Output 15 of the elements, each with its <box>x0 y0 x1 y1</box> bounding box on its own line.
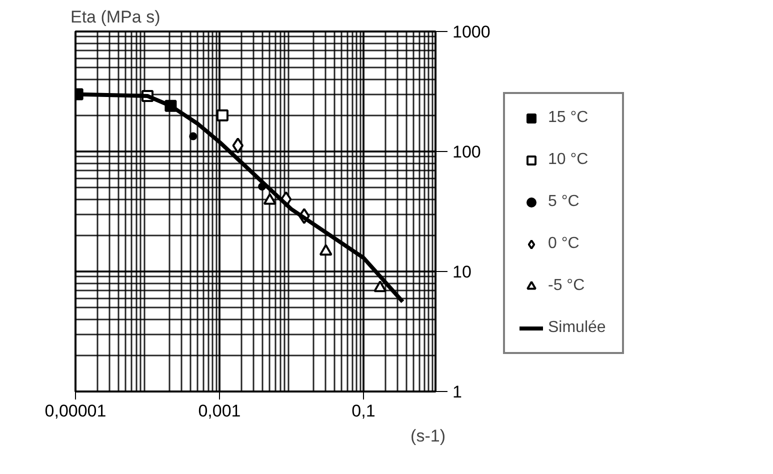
y-tick-label: 1000 <box>452 22 490 42</box>
x-tick-label: 0,00001 <box>44 402 106 420</box>
legend-label: 0 °C <box>548 235 580 253</box>
legend-label: 5 °C <box>548 193 580 211</box>
y-tick-label: 10 <box>452 262 472 282</box>
y-tick-label: 100 <box>452 142 481 162</box>
legend-label: 15 °C <box>548 109 590 127</box>
y-tick-label: 1 <box>452 382 462 402</box>
legend-label: Simulée <box>548 319 607 337</box>
x-tick-label: 0,001 <box>198 402 241 420</box>
x-tick-label: 0,1 <box>352 402 376 420</box>
x-axis-title: (s-1) <box>410 426 446 446</box>
y-axis-title: Eta (MPa s) <box>70 8 160 26</box>
legend-label: 10 °C <box>548 151 590 169</box>
legend-label: -5 °C <box>548 277 586 295</box>
